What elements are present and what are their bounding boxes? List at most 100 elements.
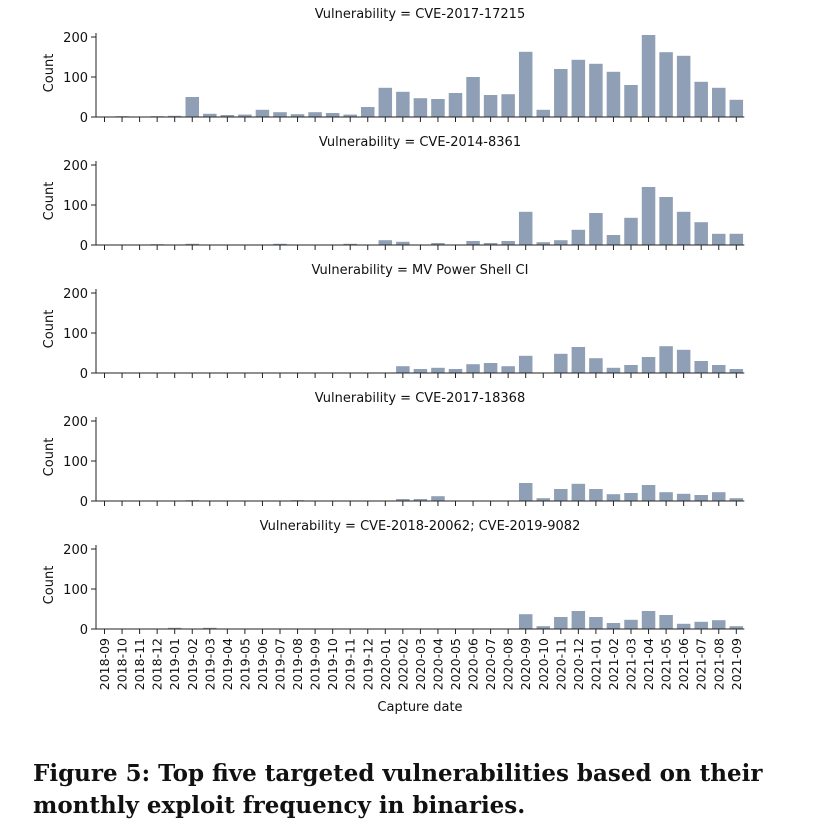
bar	[361, 107, 375, 117]
bar	[396, 366, 410, 373]
bar	[431, 99, 445, 117]
y-tick-label: 100	[63, 455, 88, 470]
bar	[396, 499, 410, 501]
bar	[571, 59, 586, 117]
y-axis-label: Count	[42, 54, 57, 93]
x-tick-label: 2021-08	[711, 638, 726, 690]
bar	[676, 493, 691, 501]
x-tick-label: 2020-12	[571, 638, 586, 690]
y-tick-label: 0	[80, 623, 88, 638]
bar	[712, 620, 726, 629]
x-tick-label: 2019-12	[360, 638, 375, 690]
panel-title: Vulnerability = CVE-2018-20062; CVE-2019…	[260, 519, 581, 534]
bar	[273, 112, 287, 117]
bar	[185, 243, 199, 245]
bar	[729, 626, 744, 629]
bar	[396, 91, 410, 117]
bar	[659, 346, 673, 373]
panel-1: Vulnerability = CVE-2017-17215 Count 0 100 2…	[42, 7, 745, 126]
bar	[694, 495, 708, 501]
x-tick-label: 2019-07	[273, 638, 288, 690]
bar	[676, 55, 691, 117]
bar	[554, 69, 568, 117]
y-tick-label: 100	[63, 583, 88, 598]
bar	[676, 211, 691, 245]
bar	[694, 621, 708, 629]
bar	[729, 498, 744, 501]
x-tick-label: 2020-05	[448, 638, 463, 690]
bar	[712, 492, 726, 501]
x-tick-label: 2021-07	[694, 638, 709, 690]
y-axis-label: Count	[42, 182, 57, 221]
bar	[641, 611, 656, 629]
y-tick-label: 100	[63, 327, 88, 342]
bar	[431, 367, 445, 373]
y-tick-label: 200	[63, 31, 88, 46]
x-tick-label: 2020-08	[501, 638, 516, 690]
bar	[413, 98, 428, 117]
bar	[220, 115, 235, 117]
x-tick-label: 2020-10	[536, 638, 551, 690]
bar	[483, 95, 498, 117]
bar	[431, 496, 445, 501]
bar	[712, 87, 726, 117]
figure-caption: Figure 5: Top five targeted vulnerabilit…	[33, 760, 763, 819]
bar	[659, 52, 673, 118]
bar	[589, 358, 603, 373]
x-axis-label: Capture date	[377, 700, 462, 715]
x-tick-label: 2019-09	[308, 638, 323, 690]
bar	[448, 369, 463, 373]
bar	[694, 361, 708, 373]
y-tick-label: 200	[63, 287, 88, 302]
bar	[641, 485, 656, 501]
bar	[466, 77, 480, 117]
panel-title: Vulnerability = CVE-2014-8361	[319, 135, 521, 150]
bar	[518, 355, 533, 373]
x-tick-label: 2020-02	[395, 638, 410, 690]
faceted-bar-chart: Vulnerability = CVE-2017-17215 Count 0 100 2…	[42, 7, 745, 715]
bar	[589, 489, 603, 501]
x-tick-label: 2021-02	[606, 638, 621, 690]
x-tick-label: 2019-11	[343, 638, 358, 690]
bar	[676, 349, 691, 373]
bar	[659, 197, 673, 245]
bar	[641, 35, 656, 117]
x-tick-label: 2019-05	[237, 638, 252, 690]
x-tick-label: 2021-05	[659, 638, 674, 690]
bar	[448, 93, 463, 117]
bar	[624, 493, 638, 501]
bar	[167, 627, 182, 629]
bar	[589, 63, 603, 117]
bar	[238, 114, 252, 117]
bar	[624, 619, 638, 629]
x-tick-label: 2018-12	[150, 638, 165, 690]
y-tick-label: 0	[80, 367, 88, 382]
bar	[466, 241, 480, 245]
bar	[501, 94, 515, 117]
bar	[536, 242, 550, 245]
bar	[571, 611, 586, 629]
bar	[571, 347, 586, 373]
bar	[255, 109, 270, 117]
x-tick-label: 2019-10	[325, 638, 340, 690]
bar	[396, 241, 410, 245]
bar	[641, 187, 656, 245]
x-tick-label: 2020-01	[378, 638, 393, 690]
bar	[325, 113, 340, 117]
bar	[729, 369, 744, 373]
bar	[571, 483, 586, 501]
y-tick-label: 200	[63, 415, 88, 430]
bar	[606, 367, 621, 373]
bar	[185, 97, 199, 117]
bar	[536, 498, 550, 501]
y-tick-label: 200	[63, 159, 88, 174]
bar	[343, 114, 357, 117]
y-axis-label: Count	[42, 310, 57, 349]
x-tick-label: 2021-06	[676, 638, 691, 690]
bar	[378, 240, 393, 245]
bar	[518, 614, 533, 629]
bar	[273, 243, 287, 245]
x-tick-label: 2019-02	[185, 638, 200, 690]
panel-title: Vulnerability = CVE-2017-18368	[315, 391, 525, 406]
bar	[483, 243, 498, 245]
